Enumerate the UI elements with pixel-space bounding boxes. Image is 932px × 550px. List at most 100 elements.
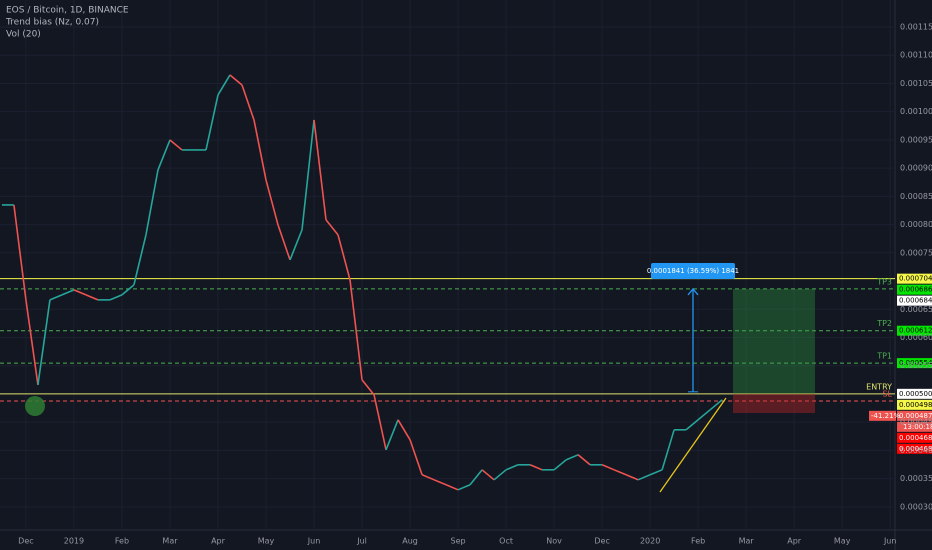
x-tick-label: Mar [162,537,178,546]
price-segment [121,284,135,296]
marker-circle [25,396,45,416]
x-tick-label: Dec [18,537,33,546]
price-segment [277,224,291,261]
x-tick-label: Apr [787,537,802,546]
sl-percent: -41.21% [871,412,901,420]
price-segment [637,474,651,481]
price-segment [553,459,567,471]
price-segment [481,469,495,481]
price-tag-label: 0.0004875 [899,412,932,420]
price-segment [577,454,591,466]
price-segment [85,294,99,301]
y-tick-label: 0.0011000 [900,51,932,60]
price-segment [661,429,675,471]
loss-zone [733,393,815,414]
price-segment [313,119,327,220]
price-segment [109,294,123,301]
level-label: ENTRY [866,382,892,391]
price-segment [709,399,723,411]
price-segment [421,474,435,481]
x-tick-label: Oct [499,537,513,546]
price-segment [385,419,399,451]
sl-percent-bg [869,410,896,421]
price-segment [49,294,63,301]
x-tick-label: 2019 [64,537,84,546]
price-tag-label: 0.0004683 [899,434,932,442]
price-segment [205,94,219,151]
y-tick-label: 0.0006500 [900,305,932,314]
price-segment [229,74,243,86]
x-tick-label: 2020 [640,537,660,546]
level-label: TP3 [876,277,892,286]
price-segment [361,379,375,396]
y-tick-label: 0.0003500 [900,474,932,483]
price-tag [897,399,932,410]
price-segment [457,484,471,491]
x-tick-label: Feb [115,537,129,546]
price-tag-label: 0.0006844 [899,297,932,305]
price-segment [37,299,51,385]
price-segment [445,484,459,491]
x-tick-label: Feb [691,537,705,546]
price-segment [253,119,267,181]
y-tick-label: 0.0010500 [900,79,932,88]
price-segment [169,139,183,151]
price-segment [349,279,363,380]
x-tick-label: Jul [356,537,367,546]
y-tick-label: 0.0003000 [900,502,932,511]
price-tag-label: 0.0004681 [899,445,932,453]
y-tick-label: 0.0011500 [900,22,932,31]
y-tick-label: 0.0008000 [900,220,932,229]
price-segment [145,169,159,236]
price-segment [25,299,39,385]
y-tick-label: 0.0005500 [900,361,932,370]
price-segment [301,119,315,230]
level-label: TP1 [876,352,892,361]
y-tick-label: 0.0009500 [900,135,932,144]
price-segment [373,394,387,450]
measure-label: 0.0001841 (36.59%) 1841 [647,267,739,275]
price-segment [325,219,339,236]
y-tick-label: 0.0008500 [900,192,932,201]
price-segment [61,289,75,296]
price-tag-label: 0.0007042 [899,275,932,283]
x-tick-label: Sep [451,537,466,546]
price-segment [73,289,87,296]
price-segment [649,469,663,476]
price-segment [685,419,699,431]
price-segment [613,469,627,476]
price-segment [157,139,171,171]
x-tick-label: May [834,537,851,546]
price-segment [565,454,579,461]
price-segment [13,204,27,300]
trend-line [659,397,727,493]
price-segment [397,419,411,441]
price-segment [493,469,507,481]
countdown: 13:00:18 [903,423,932,431]
price-segment [217,74,231,96]
price-segment [133,234,147,286]
y-tick-label: 0.0010000 [900,107,932,116]
countdown-bg [897,421,932,432]
price-segment [409,439,423,476]
price-tag [897,443,932,454]
level-label: TP2 [876,319,892,328]
y-tick-label: 0.0004500 [900,418,932,427]
x-tick-label: Dec [594,537,609,546]
price-tag [897,284,932,295]
price-segment [433,479,447,486]
x-tick-label: Aug [402,537,418,546]
price-segment [469,469,483,486]
price-tag [897,410,932,421]
price-tag-label: 0.0005002 [899,390,932,398]
chart-title: EOS / Bitcoin, 1D, BINANCE [6,6,129,16]
arrow-head [687,287,699,296]
indicator: Vol (20) [6,30,41,40]
grid [0,0,895,530]
price-tag [897,295,932,306]
price-segment [505,464,519,471]
price-tag-label: 0.0005546 [899,359,932,367]
